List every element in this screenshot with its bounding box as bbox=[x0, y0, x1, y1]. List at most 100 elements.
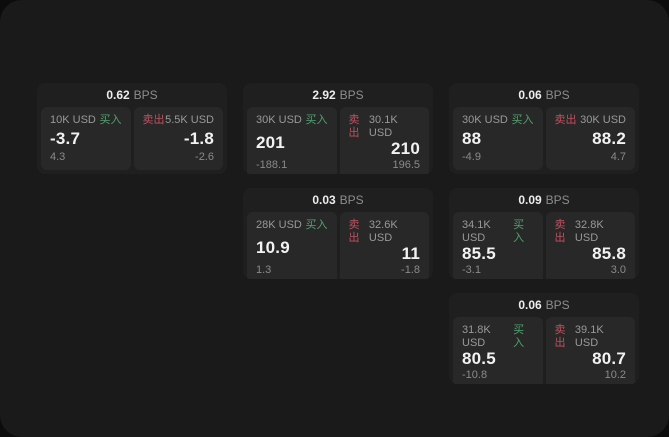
sell-panel[interactable]: 卖出 5.5K USD -1.8 -2.6 bbox=[133, 107, 223, 170]
spread-value: 0.62 bbox=[106, 88, 130, 102]
quote-panels: 30K USD 买入 201 -188.1 卖出 30.1K USD 210 1… bbox=[243, 107, 433, 174]
spread-header: 0.06 BPS bbox=[449, 293, 639, 317]
sell-sub-value: 3.0 bbox=[610, 264, 626, 277]
buy-size: 30K USD bbox=[256, 114, 302, 126]
quote-grid: 0.62 BPS 10K USD 买入 -3.7 4.3 卖出 5.5K USD… bbox=[37, 83, 639, 384]
quote-card: 0.06 BPS 30K USD 买入 88 -4.9 卖出 30K USD 8… bbox=[449, 83, 639, 174]
spread-value: 0.09 bbox=[518, 193, 542, 207]
buy-panel-top: 30K USD 买入 bbox=[256, 114, 328, 127]
buy-panel[interactable]: 10K USD 买入 -3.7 4.3 bbox=[41, 107, 131, 170]
sell-sub-value: 10.2 bbox=[604, 369, 626, 382]
quote-panels: 34.1K USD 买入 85.5 -3.1 卖出 32.8K USD 85.8… bbox=[449, 212, 639, 279]
spread-unit-label: BPS bbox=[545, 88, 570, 102]
quote-card: 0.06 BPS 31.8K USD 买入 80.5 -10.8 卖出 39.1… bbox=[449, 293, 639, 384]
buy-tag: 买入 bbox=[305, 219, 328, 231]
quote-panels: 31.8K USD 买入 80.5 -10.8 卖出 39.1K USD 80.… bbox=[449, 317, 639, 384]
buy-sub-value: -3.1 bbox=[462, 264, 481, 277]
sell-price: 85.8 bbox=[592, 244, 626, 264]
sell-price: -1.8 bbox=[183, 128, 214, 148]
buy-size: 30K USD bbox=[462, 114, 508, 126]
buy-sub-value: -10.8 bbox=[462, 369, 488, 382]
sell-sub-value: 4.7 bbox=[610, 150, 626, 163]
quote-card: 2.92 BPS 30K USD 买入 201 -188.1 卖出 30.1K … bbox=[243, 83, 433, 174]
spread-unit-label: BPS bbox=[339, 193, 364, 207]
buy-price: 80.5 bbox=[462, 349, 496, 369]
buy-price: 10.9 bbox=[256, 237, 290, 257]
sell-panel-top: 卖出 39.1K USD bbox=[555, 324, 627, 350]
buy-panel[interactable]: 30K USD 买入 201 -188.1 bbox=[247, 107, 337, 174]
sell-tag: 卖出 bbox=[348, 219, 360, 245]
buy-size: 10K USD bbox=[50, 114, 96, 126]
sell-price: 210 bbox=[391, 139, 420, 159]
sell-tag: 卖出 bbox=[554, 219, 566, 245]
sell-size: 30K USD bbox=[580, 114, 626, 126]
buy-price: 201 bbox=[256, 132, 285, 152]
quote-panels: 30K USD 买入 88 -4.9 卖出 30K USD 88.2 4.7 bbox=[449, 107, 639, 174]
buy-size: 28K USD bbox=[256, 219, 302, 231]
sell-sub-value: 196.5 bbox=[392, 159, 420, 172]
quote-card: 0.03 BPS 28K USD 买入 10.9 1.3 卖出 32.6K US… bbox=[243, 188, 433, 279]
sell-size: 39.1K USD bbox=[574, 324, 604, 350]
spread-header: 0.03 BPS bbox=[243, 188, 433, 212]
spread-unit-label: BPS bbox=[545, 193, 570, 207]
spread-value: 2.92 bbox=[312, 88, 336, 102]
sell-price: 80.7 bbox=[592, 349, 626, 369]
buy-size: 34.1K USD bbox=[462, 219, 491, 245]
spread-value: 0.06 bbox=[518, 88, 542, 102]
spread-header: 0.09 BPS bbox=[449, 188, 639, 212]
quote-card: 0.62 BPS 10K USD 买入 -3.7 4.3 卖出 5.5K USD… bbox=[37, 83, 227, 174]
buy-sub-value: 4.3 bbox=[50, 150, 66, 163]
buy-sub-value: -4.9 bbox=[462, 150, 481, 163]
spread-unit-label: BPS bbox=[339, 88, 364, 102]
buy-panel[interactable]: 31.8K USD 买入 80.5 -10.8 bbox=[453, 317, 543, 384]
buy-sub-value: 1.3 bbox=[256, 264, 272, 277]
sell-size: 32.6K USD bbox=[368, 219, 398, 245]
buy-panel-top: 31.8K USD 买入 bbox=[462, 324, 534, 350]
sell-panel-top: 卖出 30.1K USD bbox=[349, 114, 421, 140]
buy-tag: 买入 bbox=[99, 114, 122, 126]
spread-value: 0.03 bbox=[312, 193, 336, 207]
spread-header: 0.62 BPS bbox=[37, 83, 227, 107]
buy-panel-top: 10K USD 买入 bbox=[50, 114, 122, 127]
buy-panel-top: 28K USD 买入 bbox=[256, 219, 328, 232]
buy-sub-value: -188.1 bbox=[256, 159, 288, 172]
sell-tag: 卖出 bbox=[142, 114, 165, 126]
buy-panel[interactable]: 28K USD 买入 10.9 1.3 bbox=[247, 212, 337, 279]
sell-panel[interactable]: 卖出 30K USD 88.2 4.7 bbox=[545, 107, 635, 170]
buy-price: -3.7 bbox=[50, 128, 81, 148]
spread-value: 0.06 bbox=[518, 298, 542, 312]
spread-unit-label: BPS bbox=[133, 88, 158, 102]
sell-price: 88.2 bbox=[592, 128, 626, 148]
buy-panel-top: 34.1K USD 买入 bbox=[462, 219, 534, 245]
buy-tag: 买入 bbox=[513, 219, 525, 245]
buy-size: 31.8K USD bbox=[462, 324, 491, 350]
spread-header: 0.06 BPS bbox=[449, 83, 639, 107]
quote-card: 0.09 BPS 34.1K USD 买入 85.5 -3.1 卖出 32.8K… bbox=[449, 188, 639, 279]
sell-panel[interactable]: 卖出 32.8K USD 85.8 3.0 bbox=[545, 212, 635, 279]
sell-panel[interactable]: 卖出 30.1K USD 210 196.5 bbox=[339, 107, 429, 174]
buy-price: 85.5 bbox=[462, 244, 496, 264]
sell-panel-top: 卖出 32.6K USD bbox=[349, 219, 421, 245]
buy-panel-top: 30K USD 买入 bbox=[462, 114, 534, 127]
buy-price: 88 bbox=[462, 128, 482, 148]
buy-tag: 买入 bbox=[511, 114, 534, 126]
buy-panel[interactable]: 30K USD 买入 88 -4.9 bbox=[453, 107, 543, 170]
sell-size: 30.1K USD bbox=[368, 114, 398, 140]
sell-price: 11 bbox=[401, 244, 420, 264]
spread-unit-label: BPS bbox=[545, 298, 570, 312]
sell-tag: 卖出 bbox=[554, 324, 566, 350]
sell-panel[interactable]: 卖出 39.1K USD 80.7 10.2 bbox=[545, 317, 635, 384]
buy-panel[interactable]: 34.1K USD 买入 85.5 -3.1 bbox=[453, 212, 543, 279]
sell-tag: 卖出 bbox=[348, 114, 360, 140]
quote-panels: 10K USD 买入 -3.7 4.3 卖出 5.5K USD -1.8 -2.… bbox=[37, 107, 227, 174]
sell-size: 5.5K USD bbox=[165, 114, 214, 126]
sell-panel[interactable]: 卖出 32.6K USD 11 -1.8 bbox=[339, 212, 429, 279]
sell-tag: 卖出 bbox=[554, 114, 577, 126]
sell-sub-value: -1.8 bbox=[401, 264, 420, 277]
sell-panel-top: 卖出 32.8K USD bbox=[555, 219, 627, 245]
sell-size: 32.8K USD bbox=[574, 219, 604, 245]
quote-panels: 28K USD 买入 10.9 1.3 卖出 32.6K USD 11 -1.8 bbox=[243, 212, 433, 279]
buy-tag: 买入 bbox=[513, 324, 525, 350]
buy-tag: 买入 bbox=[305, 114, 328, 126]
